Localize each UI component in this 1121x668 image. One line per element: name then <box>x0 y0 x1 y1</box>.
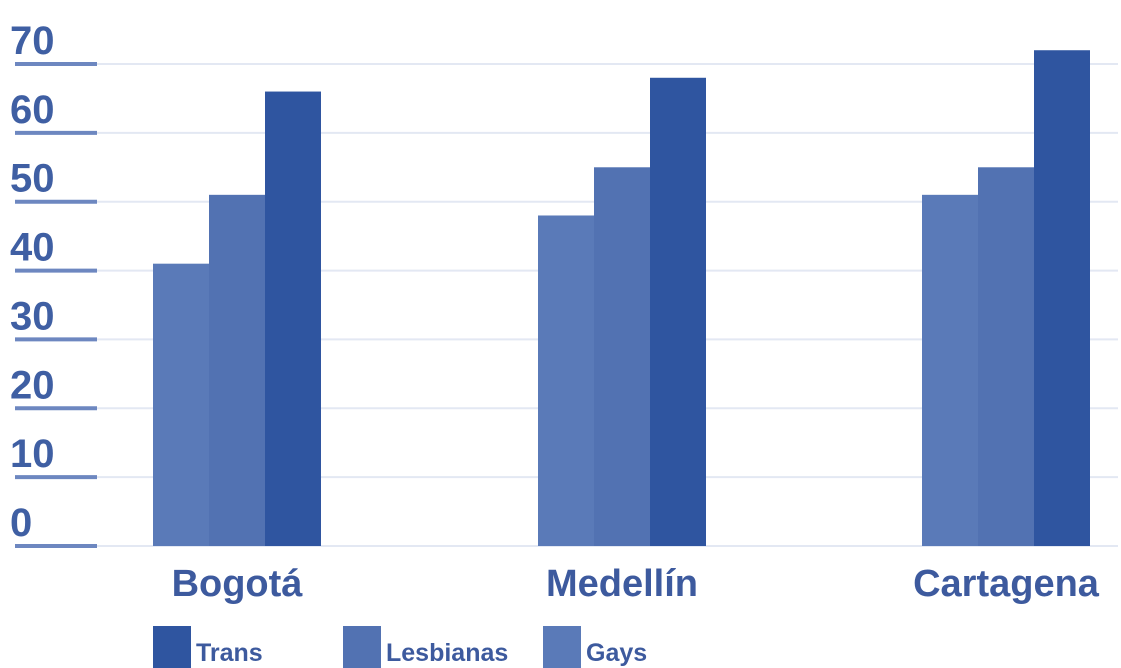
y-tick-label: 70 <box>10 19 55 63</box>
y-tick-label: 50 <box>10 157 55 201</box>
bars <box>153 50 1090 547</box>
legend-label-gays: Gays <box>586 639 647 667</box>
bar-gays-0 <box>153 263 209 546</box>
legend-swatch-lesbianas <box>343 626 381 668</box>
legend-label-trans: Trans <box>196 639 263 667</box>
bar-gays-1 <box>538 215 594 546</box>
y-tick-label: 40 <box>10 226 55 270</box>
y-tick-label: 0 <box>10 501 32 545</box>
bar-lesbianas-0 <box>209 194 265 547</box>
legend-label-lesbianas: Lesbianas <box>386 639 508 667</box>
y-tick-label: 10 <box>10 432 55 476</box>
bar-lesbianas-1 <box>594 167 650 547</box>
bar-trans-0 <box>265 91 321 547</box>
legend-swatch-gays <box>543 626 581 668</box>
y-tick-label: 60 <box>10 88 55 132</box>
y-axis: 0 10 20 30 40 50 60 70 <box>10 19 97 548</box>
bar-trans-1 <box>650 77 706 547</box>
bar-lesbianas-2 <box>978 167 1034 547</box>
x-axis: Bogotá Medellín Cartagena <box>172 563 1100 605</box>
x-category-label: Cartagena <box>913 563 1100 605</box>
x-category-label: Bogotá <box>172 563 304 605</box>
bar-gays-2 <box>922 194 978 547</box>
bar-trans-2 <box>1034 50 1090 546</box>
y-tick-label: 30 <box>10 294 55 338</box>
y-tick-label: 20 <box>10 363 55 407</box>
x-category-label: Medellín <box>546 563 698 605</box>
legend: Trans Lesbianas Gays <box>153 626 647 668</box>
legend-swatch-trans <box>153 626 191 668</box>
